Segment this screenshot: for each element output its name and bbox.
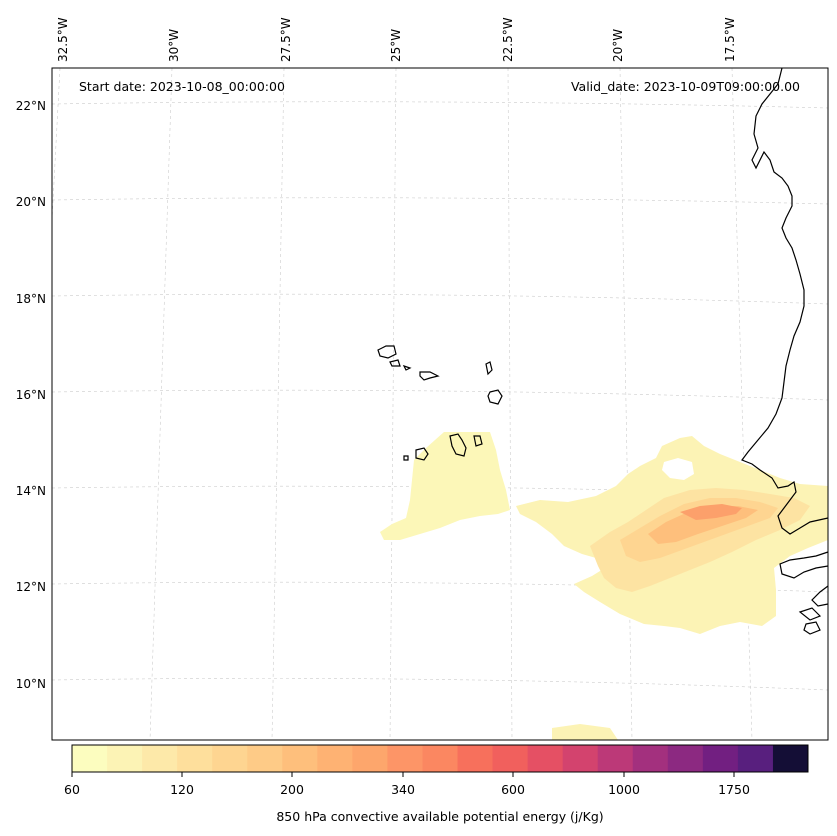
lon-label: 27.5°W: [279, 17, 293, 62]
lat-label: 12°N: [16, 580, 46, 594]
colorbar-cell: [737, 745, 774, 772]
gridline-lon-20: [619, 67, 633, 741]
colorbar-tick-label: 1000: [608, 782, 640, 797]
cape-verde-santiago: [449, 433, 467, 457]
colorbar-tick-label: 200: [280, 782, 304, 797]
lon-label: 22.5°W: [501, 17, 515, 62]
cape-verde-santa-luzia: [402, 364, 412, 371]
colorbar-ticks: [71, 772, 735, 777]
colorbar-cell: [177, 745, 213, 772]
gridline-lon-22-5: [507, 67, 513, 741]
colorbar-cell: [247, 745, 283, 772]
lon-label: 17.5°W: [723, 17, 737, 62]
cape-verde-brava: [403, 455, 409, 461]
cape-contours: [380, 432, 828, 740]
colorbar-cell: [702, 745, 739, 772]
colorbar-cell: [527, 745, 564, 772]
gridline-lon-17-5: [731, 67, 753, 741]
colorbar-cell: [317, 745, 353, 772]
lon-label: 25°W: [389, 29, 403, 62]
gridline-lon-30: [149, 67, 173, 741]
colorbar-tick-label: 120: [170, 782, 194, 797]
gridline-lon-27-5: [271, 67, 285, 741]
lat-label: 16°N: [16, 388, 46, 402]
coastline-south: [779, 551, 829, 579]
cape-verde-fogo: [415, 447, 429, 461]
gridline-lon-32-5: [51, 67, 61, 221]
cape-south-patch: [552, 724, 618, 740]
colorbar-cell: [492, 745, 529, 772]
longitude-labels: 32.5°W 30°W 27.5°W 25°W 22.5°W 20°W 17.5…: [56, 17, 737, 62]
map-border: [51, 67, 829, 741]
colorbar-cell: [667, 745, 704, 772]
lat-label: 10°N: [16, 677, 46, 691]
gridline-lon-25: [389, 67, 397, 741]
gridlines: [51, 67, 829, 741]
lat-label: 18°N: [16, 292, 46, 306]
map-background: [52, 68, 828, 740]
colorbar-tick-label: 1750: [718, 782, 750, 797]
cape-verde-sao-vicente: [389, 359, 401, 367]
colorbar-cell: [457, 745, 494, 772]
colorbar-cell: [142, 745, 178, 772]
colorbar-border: [71, 744, 809, 773]
latitude-labels: 22°N 20°N 18°N 16°N 14°N 12°N 10°N: [16, 99, 46, 691]
cape-east-inner2: [648, 506, 758, 544]
coastline-islands-guinea: [798, 585, 829, 635]
cape-verde-santo-antao: [377, 345, 397, 359]
gridline-lat-16: [51, 389, 829, 401]
cape-verde-sal: [485, 361, 493, 376]
gridline-lat-10: [51, 678, 829, 691]
colorbar-cell: [107, 745, 143, 772]
map-area: [51, 67, 829, 741]
cape-east-core: [680, 504, 742, 520]
colorbar-cells: [72, 745, 809, 772]
colorbar-cell: [597, 745, 634, 772]
colorbar-tick-label: 600: [501, 782, 525, 797]
gridline-lat-12: [51, 581, 829, 593]
colorbar-cell: [387, 745, 423, 772]
colorbar-label: 850 hPa convective available potential e…: [276, 809, 603, 824]
colorbar-cell: [212, 745, 248, 772]
colorbar-cell: [562, 745, 599, 772]
africa-coastline: [741, 67, 829, 535]
colorbar-cell: [72, 745, 108, 772]
cape-verde-sao-nicolau: [419, 371, 440, 381]
cape-clear-hole: [662, 458, 694, 480]
colorbar-cell: [282, 745, 318, 772]
colorbar-cell: [772, 745, 809, 772]
start-date-label: Start date: 2023-10-08_00:00:00: [79, 79, 285, 94]
colorbar: 60 120 200 340 600 1000 1750 850 hPa con…: [64, 744, 809, 824]
colorbar-cell: [632, 745, 669, 772]
gridline-lat-22: [51, 101, 829, 109]
lat-label: 14°N: [16, 484, 46, 498]
lon-label: 20°W: [611, 29, 625, 62]
cape-verde-maio: [473, 435, 483, 447]
lat-label: 20°N: [16, 195, 46, 209]
colorbar-tick-label: 60: [64, 782, 80, 797]
lon-label: 30°W: [167, 29, 181, 62]
gridline-lat-18: [51, 293, 829, 305]
cape-west-patch: [380, 432, 510, 540]
colorbar-cell: [352, 745, 388, 772]
cape-verde-boa-vista: [487, 389, 503, 405]
gridline-lat-20: [51, 197, 829, 205]
lon-label: 32.5°W: [56, 17, 70, 62]
coastlines: [377, 67, 829, 635]
gridline-lat-14: [51, 485, 829, 497]
colorbar-tick-label: 340: [391, 782, 415, 797]
lat-label: 22°N: [16, 99, 46, 113]
valid-date-label: Valid_date: 2023-10-09T09:00:00.00: [571, 79, 800, 94]
colorbar-cell: [422, 745, 459, 772]
